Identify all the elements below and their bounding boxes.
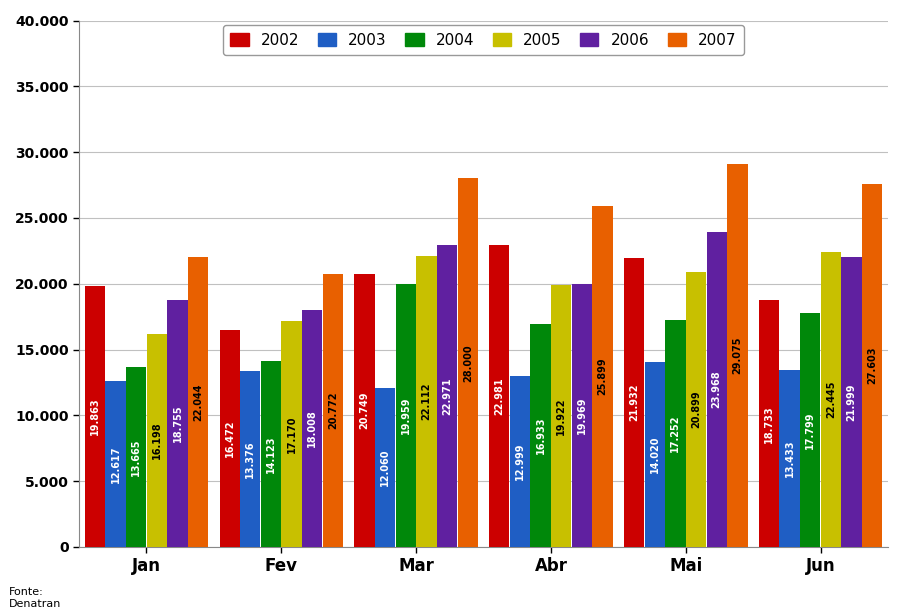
Text: 20.899: 20.899 bbox=[690, 391, 700, 428]
Text: 20.749: 20.749 bbox=[359, 392, 369, 429]
Bar bbox=[706, 231, 726, 547]
Text: 27.603: 27.603 bbox=[866, 347, 876, 384]
Text: 12.060: 12.060 bbox=[380, 449, 390, 486]
Text: 29.075: 29.075 bbox=[732, 337, 741, 375]
Bar bbox=[437, 245, 456, 547]
Text: 25.899: 25.899 bbox=[597, 358, 607, 395]
Legend: 2002, 2003, 2004, 2005, 2006, 2007: 2002, 2003, 2004, 2005, 2006, 2007 bbox=[223, 25, 743, 55]
Text: 22.112: 22.112 bbox=[421, 383, 431, 420]
Text: 22.981: 22.981 bbox=[493, 377, 503, 415]
Text: 21.932: 21.932 bbox=[629, 384, 639, 421]
Bar bbox=[261, 361, 281, 547]
Text: 18.733: 18.733 bbox=[763, 405, 773, 443]
Bar bbox=[778, 370, 799, 547]
Bar bbox=[281, 321, 301, 547]
Bar bbox=[550, 285, 571, 547]
Text: 18.755: 18.755 bbox=[172, 405, 182, 442]
Text: 22.445: 22.445 bbox=[825, 381, 835, 418]
Text: 12.617: 12.617 bbox=[110, 445, 120, 483]
Text: 16.933: 16.933 bbox=[535, 417, 545, 454]
Bar bbox=[841, 258, 861, 547]
Text: 14.020: 14.020 bbox=[649, 436, 659, 474]
Text: 21.999: 21.999 bbox=[846, 384, 856, 421]
Bar bbox=[106, 381, 125, 547]
Text: 19.969: 19.969 bbox=[576, 397, 586, 434]
Text: 23.968: 23.968 bbox=[711, 370, 721, 408]
Bar bbox=[686, 272, 705, 547]
Bar bbox=[457, 178, 477, 547]
Bar bbox=[85, 285, 105, 547]
Bar bbox=[592, 206, 612, 547]
Bar bbox=[799, 312, 820, 547]
Text: Fonte:
Denatran: Fonte: Denatran bbox=[9, 587, 61, 609]
Text: 13.665: 13.665 bbox=[131, 438, 141, 476]
Text: 16.198: 16.198 bbox=[152, 421, 161, 459]
Bar bbox=[623, 258, 643, 547]
Text: 14.123: 14.123 bbox=[266, 435, 276, 473]
Bar bbox=[510, 376, 529, 547]
Bar bbox=[395, 284, 416, 547]
Bar bbox=[489, 245, 509, 547]
Text: 28.000: 28.000 bbox=[462, 344, 473, 381]
Text: 13.433: 13.433 bbox=[784, 440, 794, 477]
Bar bbox=[322, 274, 343, 547]
Text: 16.472: 16.472 bbox=[225, 420, 235, 458]
Text: 22.044: 22.044 bbox=[193, 383, 203, 421]
Bar bbox=[302, 310, 322, 547]
Text: 13.376: 13.376 bbox=[245, 440, 255, 478]
Text: 19.863: 19.863 bbox=[89, 397, 100, 435]
Bar bbox=[820, 252, 840, 547]
Bar bbox=[861, 184, 881, 547]
Text: 19.922: 19.922 bbox=[556, 397, 566, 435]
Text: 17.252: 17.252 bbox=[669, 415, 680, 452]
Bar bbox=[665, 320, 685, 547]
Bar bbox=[167, 300, 188, 547]
Bar bbox=[219, 330, 240, 547]
Bar bbox=[571, 284, 592, 547]
Text: 20.772: 20.772 bbox=[327, 392, 337, 429]
Bar bbox=[374, 388, 395, 547]
Text: 18.008: 18.008 bbox=[307, 410, 317, 447]
Text: 22.971: 22.971 bbox=[442, 377, 452, 415]
Bar bbox=[529, 324, 550, 547]
Bar bbox=[126, 367, 146, 547]
Bar bbox=[354, 274, 374, 547]
Bar bbox=[758, 300, 778, 547]
Bar bbox=[188, 257, 208, 547]
Text: 17.170: 17.170 bbox=[286, 415, 296, 453]
Text: 17.799: 17.799 bbox=[805, 411, 815, 448]
Bar bbox=[146, 334, 167, 547]
Bar bbox=[240, 371, 260, 547]
Text: 12.999: 12.999 bbox=[514, 443, 524, 480]
Text: 19.959: 19.959 bbox=[400, 397, 410, 434]
Bar bbox=[416, 256, 436, 547]
Bar bbox=[644, 362, 664, 547]
Bar bbox=[726, 164, 747, 547]
